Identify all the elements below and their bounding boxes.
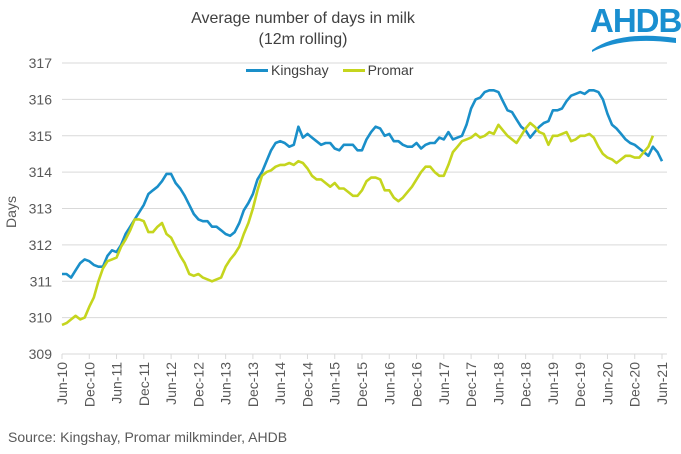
x-tick-label: Jun-17 <box>436 362 452 405</box>
x-tick-label: Jun-21 <box>654 362 670 405</box>
x-tick-label: Jun-19 <box>545 362 561 405</box>
y-tick-label: 315 <box>29 128 53 144</box>
x-tick-label: Jun-12 <box>163 362 179 405</box>
x-tick-label: Jun-16 <box>381 362 397 405</box>
x-tick-label: Dec-10 <box>81 362 97 407</box>
gridlines <box>62 62 667 355</box>
y-tick-label: 311 <box>30 273 53 289</box>
legend-swatch-promar <box>342 68 365 72</box>
x-tick-label: Jun-18 <box>490 362 506 405</box>
y-tick-label: 309 <box>29 346 53 362</box>
x-tick-label: Jun-11 <box>109 362 125 404</box>
x-tick-label: Dec-13 <box>245 362 261 407</box>
x-tick-label: Jun-14 <box>272 362 288 405</box>
x-tick-label: Dec-14 <box>299 362 315 407</box>
x-tick-label: Jun-15 <box>327 362 343 405</box>
x-tick-label: Dec-16 <box>409 362 425 407</box>
source-note: Source: Kingshay, Promar milkminder, AHD… <box>8 429 288 445</box>
legend-label-kingshay: Kingshay <box>271 62 329 78</box>
ahdb-logo: AHDB <box>590 2 681 52</box>
y-tick-label: 314 <box>29 164 53 180</box>
x-tick-label: Dec-18 <box>518 362 534 407</box>
x-tick-label: Dec-20 <box>627 362 643 407</box>
x-tick-label: Jun-20 <box>599 362 615 405</box>
legend-item-kingshay: Kingshay <box>246 62 329 78</box>
x-tick-label: Jun-10 <box>54 362 70 405</box>
logo-wave-icon <box>592 35 676 52</box>
y-axis-ticks: 309 310 311 312 313 314 315 316 317 <box>29 55 53 362</box>
x-tick-label: Dec-15 <box>354 362 370 407</box>
series-line-promar <box>61 121 655 327</box>
legend-label-promar: Promar <box>367 62 414 78</box>
y-tick-label: 316 <box>29 91 53 107</box>
y-tick-label: 317 <box>29 55 53 71</box>
x-tick-label: Dec-11 <box>136 362 152 406</box>
x-tick-label: Jun-13 <box>218 362 234 405</box>
y-tick-label: 312 <box>29 237 53 253</box>
x-tick-label: Dec-17 <box>463 362 479 407</box>
x-tick-label: Dec-19 <box>572 362 588 407</box>
logo-text: AHDB <box>590 2 681 39</box>
chart-title: Average number of days in milk <box>191 10 415 27</box>
y-tick-label: 313 <box>29 201 53 217</box>
chart-subtitle: (12m rolling) <box>258 31 348 48</box>
series-line-kingshay <box>62 89 664 279</box>
x-axis-ticks: Jun-10 Dec-10 Jun-11 Dec-11 Jun-12 Dec-12 Jun-… <box>54 354 670 407</box>
legend-swatch-kingshay <box>246 68 268 72</box>
x-tick-label: Dec-12 <box>190 362 206 407</box>
series-lines <box>61 89 664 327</box>
legend: Kingshay Promar <box>246 62 428 78</box>
y-tick-label: 310 <box>29 310 53 326</box>
y-axis-label: Days <box>3 196 19 228</box>
legend-item-promar: Promar <box>342 62 414 78</box>
